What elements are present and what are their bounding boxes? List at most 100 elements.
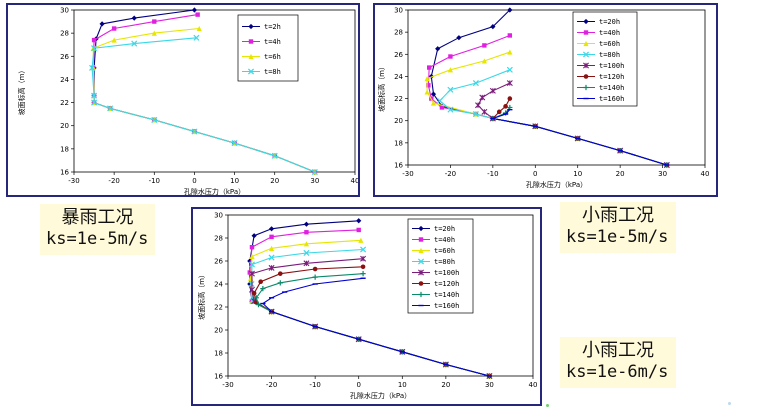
legend-label: t=100h — [434, 269, 459, 277]
data-point — [430, 100, 437, 106]
x-tick-label: 0 — [533, 170, 537, 178]
legend-marker — [582, 51, 590, 58]
y-tick-label: 24 — [60, 76, 69, 84]
legend-marker — [583, 62, 589, 69]
chart-svg: -30 -20 -10 0 10 20 30 40 16 18 20 22 24 26 28 30 孔隙水压力（… — [17, 7, 358, 196]
legend-label: t=4h — [264, 38, 281, 46]
data-point — [269, 234, 274, 240]
x-tick-label: 30 — [658, 170, 667, 178]
data-point — [247, 258, 253, 264]
data-point — [427, 65, 432, 70]
y-tick-label: 28 — [394, 29, 403, 37]
legend-label: t=60h — [434, 247, 455, 255]
data-point — [507, 96, 513, 101]
x-axis-label: 孔隙水压力（kPa） — [526, 180, 587, 189]
x-tick-label: -30 — [222, 381, 233, 389]
y-tick-label: 22 — [60, 99, 69, 107]
data-point — [195, 12, 200, 17]
data-point — [447, 106, 454, 113]
legend-label: t=2h — [264, 23, 281, 31]
y-tick-label: 22 — [394, 95, 403, 103]
x-tick-label: 10 — [230, 177, 239, 185]
data-point — [255, 302, 262, 308]
legend-marker — [418, 237, 424, 242]
legend-marker — [248, 23, 254, 30]
data-point — [436, 97, 443, 104]
y-tick-label: 30 — [214, 212, 223, 220]
data-point — [424, 89, 430, 95]
data-point — [251, 290, 257, 296]
data-point — [268, 245, 275, 251]
series-t=160h — [490, 108, 670, 166]
condition-label-heavy-rain: 暴雨工况 ks=1e-5m/s — [40, 204, 155, 255]
data-point — [107, 105, 114, 112]
data-point — [439, 105, 445, 110]
condition-name: 小雨工况 — [582, 205, 654, 226]
y-tick-label: 18 — [394, 139, 403, 147]
data-point — [472, 111, 479, 118]
data-point — [360, 246, 367, 253]
data-point — [304, 230, 309, 235]
y-tick-label: 18 — [60, 145, 69, 153]
y-tick-label: 16 — [60, 169, 69, 177]
x-axis-label: 孔隙水压力（kPa） — [350, 391, 411, 400]
y-tick-label: 26 — [60, 53, 69, 61]
x-tick-label: 0 — [356, 381, 360, 389]
x-tick-label: -10 — [487, 170, 498, 178]
legend-label: t=20h — [599, 18, 620, 26]
chart-svg: -30 -20 -10 0 10 20 30 40 16 18 20 22 24 26 28 30 孔隙水压力（… — [377, 7, 710, 190]
data-point — [258, 279, 263, 284]
data-point — [277, 280, 283, 286]
x-tick-label: -10 — [149, 177, 160, 185]
data-point — [152, 19, 157, 24]
data-point — [503, 104, 508, 109]
condition-name: 小雨工况 — [582, 340, 654, 361]
chart-panel-heavy-rain: -30 -20 -10 0 10 20 30 40 16 18 20 22 24 26 28 30 孔隙水压力（… — [6, 3, 360, 197]
data-point — [111, 26, 117, 31]
legend-marker — [583, 30, 589, 35]
x-tick-label: 40 — [701, 170, 710, 178]
y-tick-label: 24 — [394, 73, 403, 81]
data-point — [248, 261, 255, 268]
data-point — [475, 102, 481, 109]
x-tick-label: 20 — [270, 177, 279, 185]
condition-ks: ks=1e-6m/s — [566, 362, 669, 382]
x-axis-label: 孔隙水压力（kPa） — [184, 187, 245, 195]
series-line — [91, 37, 316, 173]
data-point — [496, 109, 502, 115]
data-point — [479, 94, 486, 101]
x-tick-label: -30 — [68, 177, 79, 185]
data-point — [311, 168, 318, 176]
data-point — [99, 21, 105, 27]
condition-name: 暴雨工况 — [61, 207, 134, 228]
data-point — [277, 271, 283, 276]
data-point — [196, 25, 202, 32]
y-tick-label: 28 — [60, 30, 69, 38]
legend-marker — [418, 291, 424, 298]
legend: t=2h t=4h t=6h t=8h — [237, 14, 299, 82]
data-point — [151, 30, 157, 36]
chart-panel-light-rain-1e5: -30 -20 -10 0 10 20 30 40 16 18 20 22 24 26 28 30 孔隙水压力（… — [373, 3, 718, 197]
data-point — [303, 260, 310, 267]
data-point — [506, 80, 513, 87]
legend-label: t=140h — [599, 84, 624, 92]
y-tick-label: 30 — [394, 7, 403, 15]
x-tick-label: 40 — [529, 381, 538, 389]
legend-label: t=6h — [264, 53, 281, 61]
data-point — [247, 270, 252, 275]
y-tick-label: 16 — [394, 162, 403, 170]
legend-label: t=120h — [434, 280, 459, 288]
data-point — [193, 34, 200, 41]
data-point — [303, 241, 310, 247]
data-point — [312, 266, 318, 272]
legend-marker — [418, 269, 424, 276]
y-tick-label: 28 — [214, 235, 223, 243]
legend-label: t=100h — [599, 62, 624, 70]
series-t=8h — [89, 34, 318, 176]
y-tick-label: 26 — [394, 51, 403, 59]
legend-label: t=60h — [599, 40, 620, 48]
y-tick-label: 26 — [214, 258, 223, 266]
legend-marker — [248, 39, 254, 44]
legend-label: t=160h — [599, 95, 624, 103]
